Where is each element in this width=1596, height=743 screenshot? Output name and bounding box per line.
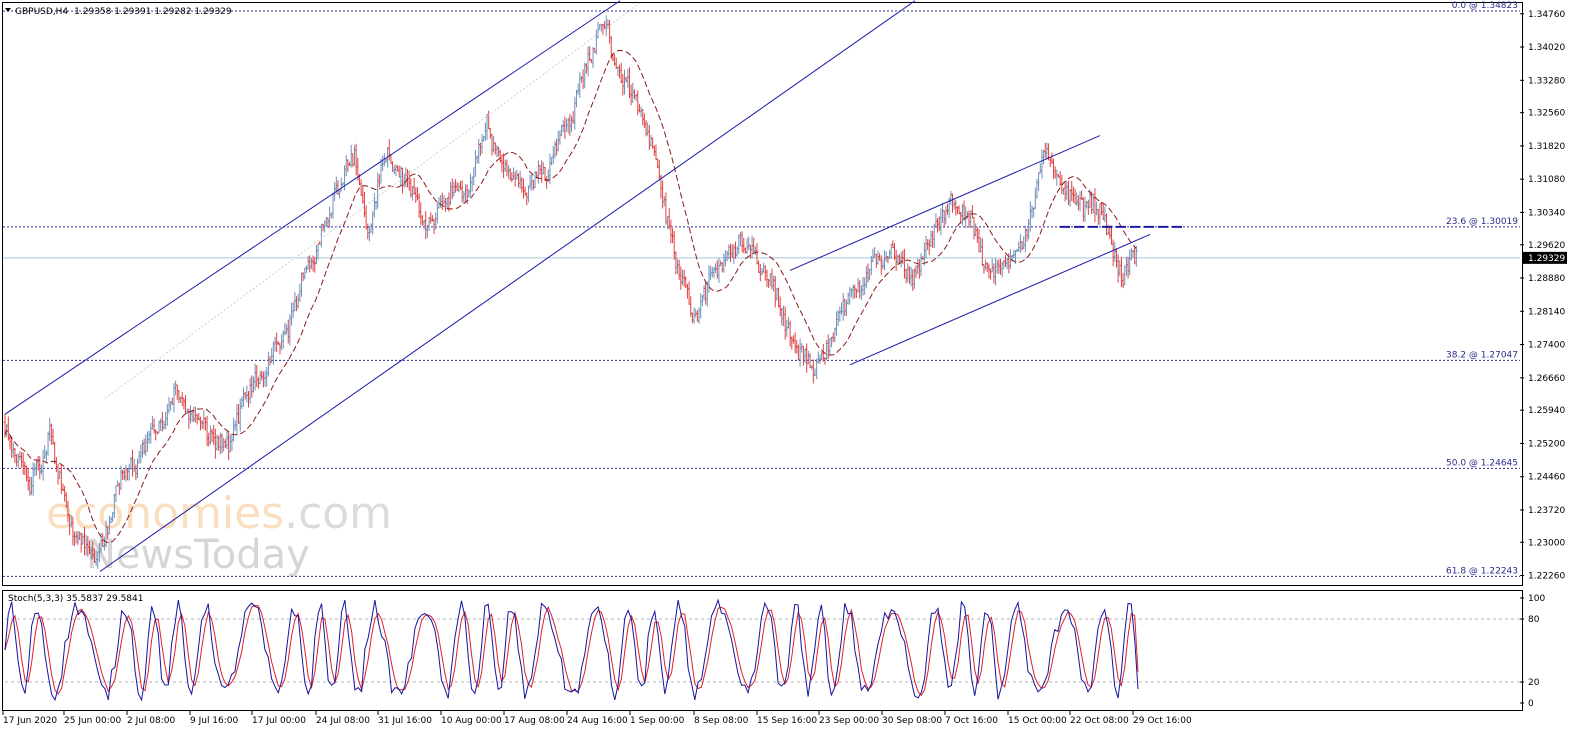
x-tick-label: 25 Jun 00:00 — [64, 716, 121, 726]
x-tick-label: 15 Sep 16:00 — [757, 716, 817, 726]
y-tick-label: 1.24460 — [1528, 473, 1565, 483]
x-tick-label: 31 Jul 16:00 — [378, 716, 432, 726]
watermark: economies.com NewsToday — [46, 488, 392, 578]
y-tick-label: 1.31080 — [1528, 175, 1565, 185]
wedge-lower-line — [849, 233, 1151, 366]
moving-average — [4, 49, 1137, 544]
y-tick-label: 1.31820 — [1528, 142, 1565, 152]
y-tick-label: 1.27400 — [1528, 341, 1565, 351]
y-tick-label: 1.30340 — [1528, 208, 1565, 218]
stoch-y-tick-label: 0 — [1528, 699, 1534, 709]
stoch-y-tick-label: 100 — [1528, 594, 1545, 604]
watermark-line2: NewsToday — [86, 532, 310, 578]
ohlc-bar — [1134, 245, 1138, 267]
stochastic-oscillator: 100 80 20 0 — [4, 594, 1545, 709]
x-tick-label: 10 Aug 00:00 — [441, 716, 502, 726]
y-tick-label: 1.26660 — [1528, 374, 1565, 384]
fib-label: 0.0 @ 1.34823 — [1452, 1, 1518, 11]
y-tick-label: 1.32560 — [1528, 109, 1565, 119]
x-tick-label: 22 Oct 08:00 — [1070, 716, 1129, 726]
trend-channels — [4, 0, 1185, 572]
y-tick-label: 1.28880 — [1528, 274, 1565, 284]
y-tick-label: 1.23000 — [1528, 538, 1565, 548]
time-axis: 17 Jun 2020 25 Jun 00:00 2 Jul 08:00 9 Jul … — [2, 711, 1192, 726]
x-tick-label: 24 Jul 08:00 — [316, 716, 370, 726]
fib-label: 38.2 @ 1.27047 — [1446, 350, 1518, 360]
x-tick-label: 8 Sep 08:00 — [694, 716, 749, 726]
y-tick-label: 1.22260 — [1528, 572, 1565, 582]
y-tick-label: 1.34760 — [1528, 10, 1565, 20]
x-tick-label: 17 Jun 2020 — [3, 716, 57, 726]
x-tick-label: 17 Aug 08:00 — [504, 716, 565, 726]
watermark-line1: economies.com — [46, 488, 392, 539]
stoch-y-tick-label: 20 — [1528, 678, 1540, 688]
x-tick-label: 23 Sep 00:00 — [819, 716, 879, 726]
stoch-y-tick-label: 80 — [1528, 615, 1540, 625]
current-price-badge — [1523, 251, 1567, 264]
x-tick-label: 1 Sep 00:00 — [630, 716, 685, 726]
stoch-label: Stoch(5,3,3) 35.5837 29.5841 — [8, 594, 143, 604]
fib-label: 61.8 @ 1.22243 — [1446, 566, 1518, 576]
x-tick-label: 7 Oct 16:00 — [945, 716, 998, 726]
y-tick-label: 1.33280 — [1528, 76, 1565, 86]
symbol-label: GBPUSD,H4 1.29358 1.29391 1.29282 1.29329 — [15, 7, 232, 17]
symbol-dropdown-icon[interactable] — [5, 8, 11, 12]
y-tick-label: 1.23720 — [1528, 506, 1565, 516]
y-tick-label: 1.25200 — [1528, 439, 1565, 449]
y-tick-label: 1.34020 — [1528, 43, 1565, 53]
y-tick-label: 1.29620 — [1528, 241, 1565, 251]
channel-lower-line — [99, 0, 916, 572]
price-axis: 1.34760 1.34020 1.33280 1.32560 1.31820 1.310… — [1520, 10, 1567, 582]
x-tick-label: 15 Oct 00:00 — [1008, 716, 1067, 726]
x-tick-label: 17 Jul 00:00 — [252, 716, 306, 726]
channel-mid-line — [104, 2, 641, 399]
stoch-main-line — [4, 598, 1139, 702]
price-panel-frame — [2, 2, 1523, 586]
stoch-panel-frame — [2, 590, 1523, 711]
current-price-label: 1.29329 — [1528, 254, 1565, 264]
channel-upper-line — [4, 0, 621, 415]
fib-label: 50.0 @ 1.24645 — [1446, 458, 1518, 468]
ma-line — [4, 49, 1137, 544]
wedge-upper-line — [789, 135, 1101, 271]
fibonacci-levels: 0.0 @ 1.34823 23.6 @ 1.30019 38.2 @ 1.2704… — [3, 1, 1520, 577]
fib-label: 23.6 @ 1.30019 — [1446, 217, 1518, 227]
x-tick-label: 2 Jul 08:00 — [127, 716, 176, 726]
y-tick-label: 1.25940 — [1528, 406, 1565, 416]
x-tick-label: 29 Oct 16:00 — [1133, 716, 1192, 726]
x-tick-label: 30 Sep 08:00 — [882, 716, 942, 726]
x-tick-label: 9 Jul 16:00 — [190, 716, 239, 726]
y-tick-label: 1.28140 — [1528, 307, 1565, 317]
x-tick-label: 24 Aug 16:00 — [567, 716, 628, 726]
